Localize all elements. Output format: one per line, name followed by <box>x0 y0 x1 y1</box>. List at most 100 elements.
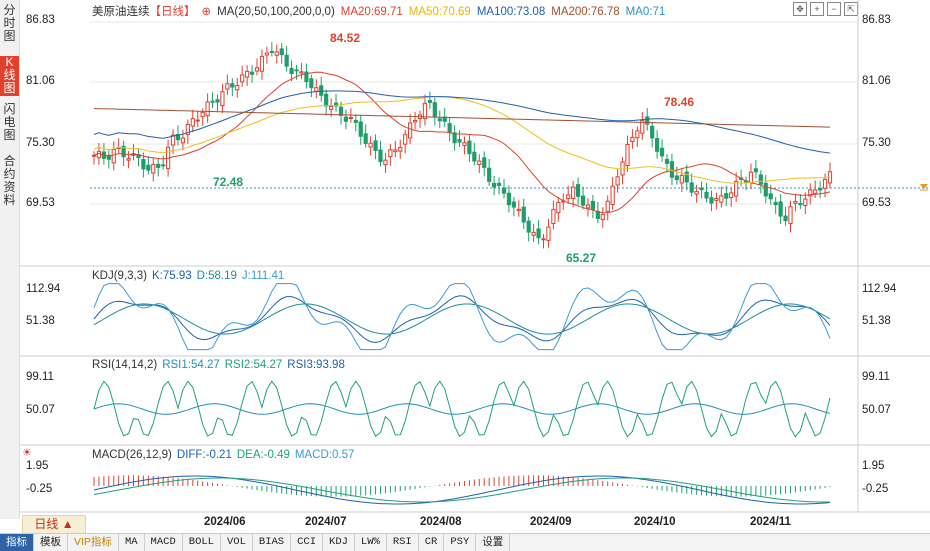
rsi-button[interactable]: RSI <box>387 534 419 551</box>
kdj-d-line <box>93 303 831 335</box>
macd-dea: DEA:-0.49 <box>236 449 290 461</box>
candle-body <box>210 100 215 103</box>
candle-body <box>190 118 195 127</box>
template-button[interactable]: 模板 <box>34 534 68 551</box>
y-label-left: 75.30 <box>26 137 55 149</box>
candle-body <box>279 48 284 56</box>
period-tag: 【日线】 <box>149 6 196 18</box>
candle-body <box>521 206 526 223</box>
psy-button[interactable]: PSY <box>444 534 477 551</box>
candle-body <box>141 158 146 170</box>
macd-diff-line <box>93 475 831 505</box>
candle-body <box>674 175 679 181</box>
zoom-in-icon[interactable]: + <box>810 2 824 16</box>
kdj-axis-label: 112.94 <box>862 283 897 295</box>
candle-body <box>788 206 793 224</box>
vol-button[interactable]: VOL <box>221 534 253 551</box>
candle-body <box>664 158 670 164</box>
ma-label: MA(20,50,100,200,0,0) <box>217 6 335 18</box>
candle-body <box>388 149 393 158</box>
candle-body <box>205 101 210 117</box>
macd-value: MACD:0.57 <box>294 449 355 461</box>
move-icon[interactable]: ✥ <box>793 2 807 16</box>
cci-button[interactable]: CCI <box>291 534 324 551</box>
candle-body <box>240 74 245 83</box>
macd-button[interactable]: MACD <box>145 534 183 551</box>
ma-button[interactable]: MA <box>119 534 145 551</box>
rsi-axis-label: 50.07 <box>862 404 891 416</box>
kdj-axis-label: 112.94 <box>26 283 61 295</box>
sun-icon[interactable]: ☀ <box>22 447 32 459</box>
candle-body <box>699 187 704 191</box>
kdj-header: KDJ(9,3,3) K:75.93 D:58.19 J:111.41 <box>92 270 289 282</box>
kdj-k-line <box>93 295 831 344</box>
candle-body <box>758 174 763 185</box>
candle-body <box>813 189 818 194</box>
cr-button[interactable]: CR <box>419 534 445 551</box>
candle-body <box>378 149 383 163</box>
indicator-button[interactable]: 指标 <box>0 534 34 551</box>
tab-flash[interactable]: 闪电图 <box>3 102 16 142</box>
candle-body <box>773 201 778 206</box>
zoom-out-icon[interactable]: − <box>827 2 841 16</box>
boll-button[interactable]: BOLL <box>183 534 221 551</box>
price-marker-icon <box>920 184 928 189</box>
candle-body <box>694 191 699 195</box>
candle-body <box>492 183 497 188</box>
candle-body <box>501 187 507 194</box>
candle-body <box>333 102 339 107</box>
candle-body <box>200 112 205 118</box>
x-axis-label: 2024/09 <box>530 516 572 528</box>
bias-button[interactable]: BIAS <box>253 534 292 551</box>
candle-body <box>106 154 111 160</box>
candle-body <box>684 171 689 183</box>
settings-button[interactable]: 设置 <box>476 534 511 551</box>
indicator-toolbar: 指标 模板 VIP指标 MA MACD BOLL VOL BIAS CCI KD… <box>0 533 930 551</box>
candle-body <box>432 102 437 117</box>
candle-body <box>170 134 176 146</box>
candle-body <box>412 119 418 123</box>
candle-body <box>650 125 655 139</box>
rsi1-line <box>93 403 831 415</box>
kdj-button[interactable]: KDJ <box>323 534 355 551</box>
add-icon[interactable]: ⊕ <box>201 6 212 18</box>
candle-body <box>156 163 161 168</box>
x-axis-label: 2024/07 <box>305 516 347 528</box>
candle-body <box>734 180 739 197</box>
macd-label: MACD(26,12,9) <box>92 449 172 461</box>
candle-body <box>348 116 353 119</box>
candle-body <box>822 178 828 189</box>
candle-body <box>496 182 502 187</box>
kdj-axis-label: 51.38 <box>26 315 55 327</box>
candle-body <box>294 69 299 72</box>
candle-body <box>447 123 452 133</box>
tab-timeshare[interactable]: 分时图 <box>3 3 16 43</box>
candle-body <box>704 191 709 199</box>
candle-body <box>630 136 635 143</box>
panel-separators <box>20 0 930 513</box>
y-label-left: 69.53 <box>26 197 55 209</box>
candle-body <box>575 184 581 197</box>
candle-body <box>571 186 576 200</box>
candle-body <box>753 168 759 173</box>
annotation-high-84: 84.52 <box>330 31 361 45</box>
ma20-line <box>93 71 831 214</box>
kdj-d: D:58.19 <box>196 270 237 282</box>
macd-bars <box>93 475 831 497</box>
ma50-line <box>93 96 831 184</box>
candle-body <box>245 70 250 78</box>
candle-body <box>778 201 783 217</box>
candle-body <box>659 147 665 157</box>
candle-body <box>220 91 225 107</box>
candle-body <box>96 151 102 159</box>
period-selector[interactable]: 日线 ▲ <box>22 515 86 534</box>
candle-body <box>516 208 521 212</box>
lw-button[interactable]: LW% <box>355 534 387 551</box>
tab-contract-info[interactable]: 合约资料 <box>3 154 16 207</box>
vip-indicator-button[interactable]: VIP指标 <box>68 534 119 551</box>
candle-body <box>640 120 645 134</box>
candle-body <box>729 192 734 199</box>
candle-body <box>259 55 265 72</box>
